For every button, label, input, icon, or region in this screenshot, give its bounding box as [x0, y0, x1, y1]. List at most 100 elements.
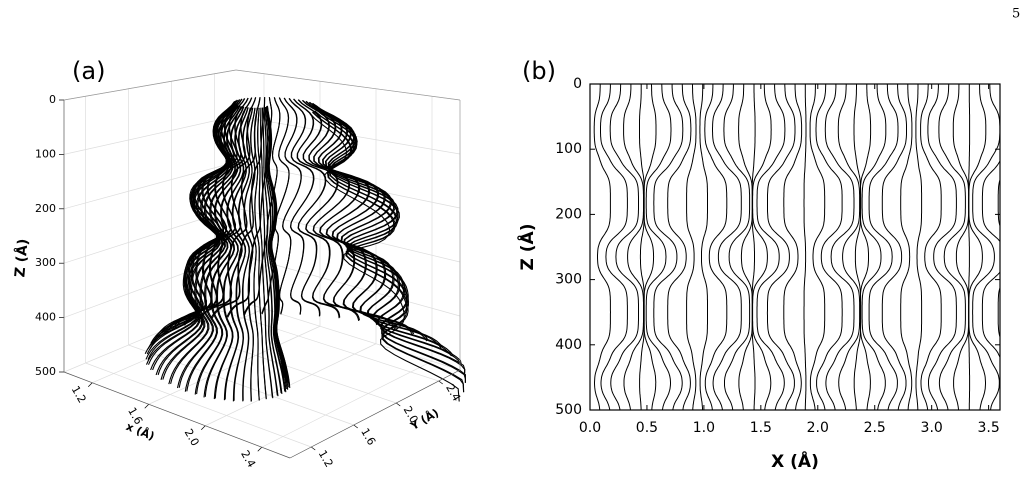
contour-line [686, 84, 697, 410]
box-line [235, 69, 461, 101]
streamline [279, 97, 302, 315]
x-axis-label: X (Å) [771, 449, 819, 472]
contour-line [643, 84, 657, 410]
tick-mark [438, 380, 443, 385]
z-tick-label: 400 [35, 311, 56, 324]
box-line [63, 371, 291, 459]
page-number: 5 [1012, 7, 1020, 22]
y-tick-label: 100 [555, 141, 582, 157]
streamline [149, 99, 241, 350]
contour-line [815, 84, 843, 410]
streamline [165, 97, 249, 335]
y-tick-label: 500 [555, 402, 582, 418]
streamline [260, 107, 278, 396]
streamline [196, 105, 241, 395]
contour-lines [553, 84, 1022, 410]
x-tick-label: 1.2 [69, 384, 89, 406]
contour-line [803, 84, 807, 410]
streamline [288, 98, 314, 315]
contour-line [766, 84, 796, 410]
y-tick-label: 400 [555, 337, 582, 353]
streamline [264, 107, 287, 390]
streamline [293, 98, 327, 316]
x-tick-label: 0.0 [579, 420, 601, 436]
grid-line [205, 343, 377, 427]
contour-line [853, 84, 862, 410]
streamline [309, 113, 460, 402]
tick-mark [257, 447, 262, 452]
z-tick-label: 500 [35, 365, 56, 378]
contour-line [997, 178, 1000, 339]
tick-mark [201, 425, 206, 430]
tick-mark [144, 404, 149, 409]
grid-line [214, 308, 439, 382]
grid-line [235, 161, 461, 209]
contour-line [553, 84, 580, 410]
contour-line [861, 84, 887, 410]
contour-line [667, 84, 692, 410]
contour-line [639, 84, 645, 410]
streamline [254, 107, 267, 399]
streamline [315, 105, 442, 349]
streamline [305, 100, 378, 326]
x-tick-label: 3.5 [977, 420, 999, 436]
tick-mark [311, 446, 316, 451]
streamline [214, 106, 245, 399]
plot-frame [589, 83, 1001, 411]
contour-line [653, 84, 684, 410]
contour-line [756, 84, 786, 410]
contour-line [1018, 84, 1022, 410]
tick-mark [353, 424, 358, 429]
contour-line [920, 84, 942, 410]
streamline [227, 97, 273, 318]
streamline [238, 107, 252, 401]
contour-line [968, 84, 987, 410]
contour-line [738, 84, 753, 410]
streamline [232, 107, 249, 401]
x-tick-label: 1.5 [750, 420, 772, 436]
z-tick-label: 200 [35, 202, 56, 215]
contour-line [981, 84, 1000, 359]
contour-line [723, 84, 751, 410]
grid-line [85, 362, 312, 448]
streamline [312, 111, 465, 393]
contour-line [609, 84, 639, 410]
contour-line [593, 84, 612, 410]
contour-line [623, 84, 644, 410]
grid-line [63, 115, 237, 155]
streamline [257, 107, 273, 398]
box-line [289, 369, 461, 459]
tick-mark [88, 382, 93, 387]
contour-line [938, 84, 966, 410]
y-tick-label: 1.2 [316, 448, 336, 470]
contour-line [868, 84, 899, 410]
contour-line [915, 84, 923, 410]
streamline [301, 99, 360, 322]
grid-line [63, 161, 237, 210]
x-tick-label: 2.5 [864, 420, 886, 436]
contour-line [645, 84, 672, 410]
y-tick-label: 1.6 [358, 426, 378, 448]
contour-line [968, 84, 971, 410]
streamline [184, 97, 257, 326]
streamline [312, 111, 465, 393]
streamline [224, 106, 247, 400]
streamline [211, 97, 266, 320]
grid-line [63, 253, 237, 318]
contour-line [783, 84, 803, 410]
streamline [249, 107, 260, 400]
contour-line [751, 84, 756, 410]
streamline [178, 104, 238, 388]
contour-line [752, 84, 772, 410]
contour-line [881, 84, 907, 410]
streamline [315, 106, 452, 357]
contour-line [570, 84, 586, 410]
z-axis-label: Z (Å) [11, 238, 31, 278]
y-tick-label: 200 [555, 206, 582, 222]
streamline [293, 98, 326, 317]
y-axis-label: Z (Å) [515, 224, 538, 271]
grid-line [148, 325, 321, 405]
streamline [314, 110, 466, 383]
contour-line [900, 84, 913, 410]
contour-line [927, 84, 957, 410]
